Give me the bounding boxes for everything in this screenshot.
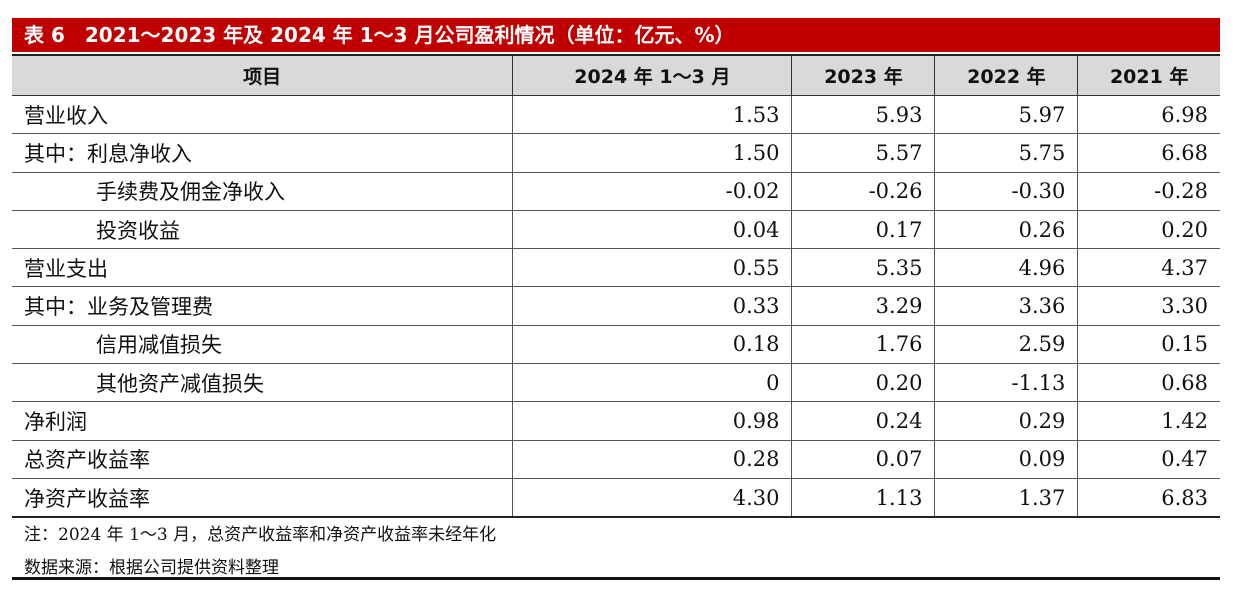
header-row: 项目 2024 年 1～3 月 2023 年 2022 年 2021 年 [12, 54, 1220, 96]
value-cell: 0.04 [512, 209, 793, 250]
value-cell: 0.68 [1077, 363, 1220, 403]
value-cell: 6.98 [1077, 94, 1220, 135]
table-title: 表 6 2021～2023 年及 2024 年 1～3 月公司盈利情况（单位：亿… [12, 18, 1220, 52]
source: 数据来源：根据公司提供资料整理 [24, 558, 279, 578]
value-cell: -0.30 [934, 171, 1079, 211]
value-cell: 0.28 [512, 439, 793, 479]
value-cell: 0.24 [791, 401, 936, 441]
value-cell: 2.59 [934, 324, 1079, 365]
value-cell: 0.29 [934, 401, 1079, 441]
item-cell: 其他资产减值损失 [12, 363, 514, 403]
item-cell: 营业支出 [12, 248, 514, 288]
value-cell: 0.17 [791, 209, 936, 250]
value-cell: 3.36 [934, 286, 1079, 326]
item-cell: 营业收入 [12, 94, 514, 135]
header-cell: 2024 年 1～3 月 [512, 54, 793, 96]
value-cell: 0.15 [1077, 324, 1220, 365]
value-cell: 1.53 [512, 94, 793, 135]
value-cell: 1.42 [1077, 401, 1220, 441]
table-row: 其他资产减值损失 0 0.20 -1.13 0.68 [12, 363, 1220, 403]
value-cell: 0.33 [512, 286, 793, 326]
value-cell: -0.26 [791, 171, 936, 211]
value-cell: 0.20 [1077, 209, 1220, 250]
table-row: 其中：利息净收入 1.50 5.57 5.75 6.68 [12, 133, 1220, 173]
item-cell: 其中：利息净收入 [12, 133, 514, 173]
value-cell: -0.28 [1077, 171, 1220, 211]
table-row: 营业支出 0.55 5.35 4.96 4.37 [12, 248, 1220, 288]
item-cell: 净资产收益率 [12, 477, 514, 519]
value-cell: 0.18 [512, 324, 793, 365]
value-cell: 5.75 [934, 133, 1079, 173]
header-cell: 2022 年 [934, 54, 1079, 96]
value-cell: 5.35 [791, 248, 936, 288]
value-cell: 1.76 [791, 324, 936, 365]
bottom-rule [12, 577, 1220, 580]
value-cell: 0.98 [512, 401, 793, 441]
header-cell: 项目 [12, 54, 514, 96]
item-cell: 投资收益 [12, 209, 514, 250]
note: 注：2024 年 1～3 月，总资产收益率和净资产收益率未经年化 [24, 525, 497, 545]
value-cell: -0.02 [512, 171, 793, 211]
table-row: 其中：业务及管理费 0.33 3.29 3.36 3.30 [12, 286, 1220, 326]
value-cell: 4.37 [1077, 248, 1220, 288]
value-cell: 0.09 [934, 439, 1079, 479]
value-cell: 3.30 [1077, 286, 1220, 326]
header-cell: 2021 年 [1077, 54, 1220, 96]
table-row: 投资收益 0.04 0.17 0.26 0.20 [12, 209, 1220, 250]
value-cell: 0.55 [512, 248, 793, 288]
item-cell: 总资产收益率 [12, 439, 514, 479]
value-cell: 5.93 [791, 94, 936, 135]
value-cell: 4.96 [934, 248, 1079, 288]
item-cell: 信用减值损失 [12, 324, 514, 365]
table-row: 净资产收益率 4.30 1.13 1.37 6.83 [12, 477, 1220, 519]
table-row: 总资产收益率 0.28 0.07 0.09 0.47 [12, 439, 1220, 479]
value-cell: 5.97 [934, 94, 1079, 135]
value-cell: 6.83 [1077, 477, 1220, 519]
value-cell: 4.30 [512, 477, 793, 519]
table-row: 信用减值损失 0.18 1.76 2.59 0.15 [12, 324, 1220, 365]
value-cell: 0.07 [791, 439, 936, 479]
value-cell: 1.13 [791, 477, 936, 519]
table-row: 营业收入 1.53 5.93 5.97 6.98 [12, 94, 1220, 135]
item-cell: 手续费及佣金净收入 [12, 171, 514, 211]
value-cell: 0.47 [1077, 439, 1220, 479]
table-row: 净利润 0.98 0.24 0.29 1.42 [12, 401, 1220, 441]
item-cell: 其中：业务及管理费 [12, 286, 514, 326]
table-row: 手续费及佣金净收入 -0.02 -0.26 -0.30 -0.28 [12, 171, 1220, 211]
value-cell: 0.26 [934, 209, 1079, 250]
value-cell: 5.57 [791, 133, 936, 173]
value-cell: 1.50 [512, 133, 793, 173]
table: 项目 2024 年 1～3 月 2023 年 2022 年 2021 年 营业收入 1.5… [12, 54, 1220, 519]
value-cell: 1.37 [934, 477, 1079, 519]
header-cell: 2023 年 [791, 54, 936, 96]
value-cell: 3.29 [791, 286, 936, 326]
value-cell: 6.68 [1077, 133, 1220, 173]
item-cell: 净利润 [12, 401, 514, 441]
value-cell: -1.13 [934, 363, 1079, 403]
value-cell: 0 [512, 363, 793, 403]
value-cell: 0.20 [791, 363, 936, 403]
